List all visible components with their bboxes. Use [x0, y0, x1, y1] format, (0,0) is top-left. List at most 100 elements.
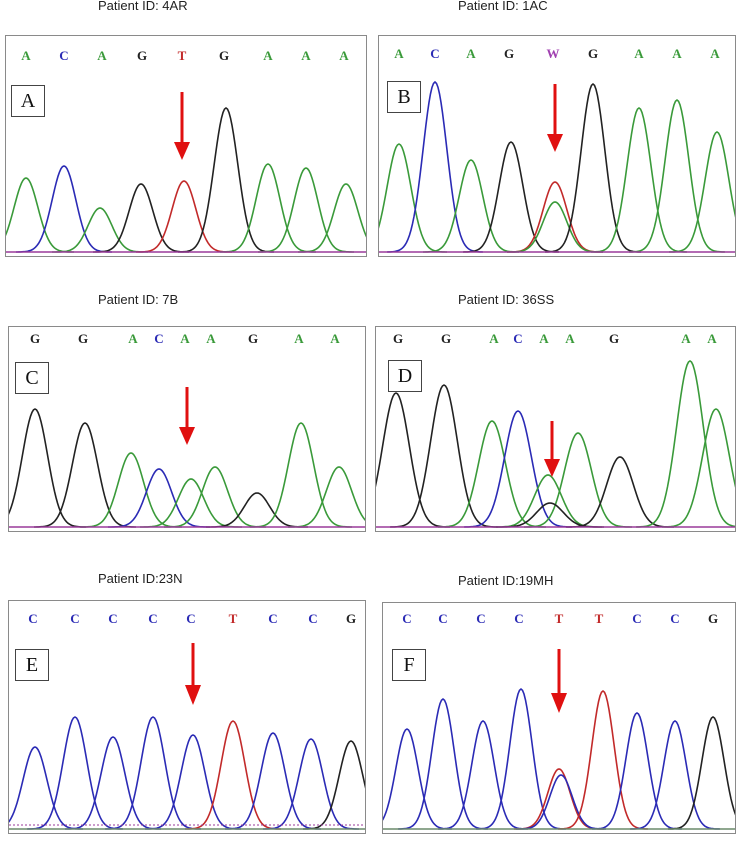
trace-peak	[258, 167, 354, 253]
trace-peak	[303, 740, 365, 830]
chromatogram-panel-d: G G A C A A G A A D	[375, 326, 736, 532]
trace-peak	[566, 456, 674, 528]
trace-peak	[104, 716, 202, 830]
chromatogram-c: G G A C A A G A A	[9, 331, 365, 528]
trace-peak	[9, 408, 87, 528]
trace-peak	[661, 408, 735, 528]
trace-peak	[524, 432, 632, 528]
trace-peak	[145, 734, 241, 830]
trace-peak	[379, 143, 447, 253]
panel-label-d: D	[388, 360, 422, 392]
base-call: A	[97, 48, 107, 63]
patient-id-d: Patient ID: 36SS	[458, 292, 555, 307]
base-calls: C C C C T T C C G	[402, 611, 718, 626]
trace-peak	[185, 720, 281, 830]
base-call: G	[248, 331, 258, 346]
trace-peak	[52, 207, 148, 253]
base-call: C	[70, 611, 79, 626]
patient-id-c: Patient ID: 7B	[98, 292, 179, 307]
trace-peak	[667, 716, 735, 830]
base-call: A	[681, 331, 691, 346]
chromatogram-f: C C C C T T C C G	[383, 611, 735, 830]
panel-label-f: F	[392, 649, 426, 681]
trace-peak	[26, 716, 124, 830]
base-call: G	[441, 331, 451, 346]
trace-peak	[557, 689, 649, 830]
base-call: W	[547, 46, 560, 61]
base-call: C	[514, 611, 523, 626]
patient-id-a: Patient ID: 4AR	[98, 0, 188, 13]
base-call: A	[294, 331, 304, 346]
trace-peak	[93, 183, 189, 253]
base-call: A	[206, 331, 216, 346]
base-call: T	[178, 48, 187, 63]
base-call: A	[710, 46, 720, 61]
base-calls: A C A G W G A A A	[394, 46, 720, 61]
base-call: A	[330, 331, 340, 346]
panel-label-b: B	[387, 81, 421, 113]
trace-peaks	[9, 716, 365, 830]
base-call: A	[263, 48, 273, 63]
base-call: C	[186, 611, 195, 626]
red-arrow-icon	[174, 92, 190, 160]
chromatogram-e: C C C C C T C C G	[9, 611, 365, 830]
base-call: G	[346, 611, 356, 626]
panel-label-a: A	[11, 85, 45, 117]
trace-peak	[628, 98, 726, 253]
trace-peak	[65, 736, 161, 830]
base-call: C	[402, 611, 411, 626]
trace-peak	[177, 107, 275, 253]
trace-peak	[386, 80, 484, 253]
base-call: G	[588, 46, 598, 61]
trace-peak	[507, 181, 603, 253]
base-call: C	[632, 611, 641, 626]
chromatogram-panel-c: G G A C A A G A A C	[8, 326, 366, 532]
chromatogram-panel-a: A C A G T G A A A A	[5, 35, 367, 257]
base-call: A	[128, 331, 138, 346]
trace-peak	[635, 360, 735, 528]
trace-peaks	[6, 107, 366, 253]
red-arrow-icon	[547, 84, 563, 152]
base-call: A	[672, 46, 682, 61]
red-arrow-icon	[185, 643, 201, 705]
base-calls: G G A C A A G A A	[393, 331, 717, 346]
base-call: C	[148, 611, 157, 626]
base-call: T	[229, 611, 238, 626]
trace-peak	[206, 492, 308, 528]
base-call: C	[28, 611, 37, 626]
base-call: A	[707, 331, 717, 346]
base-call: C	[308, 611, 317, 626]
trace-peak	[591, 712, 683, 830]
base-call: A	[21, 48, 31, 63]
trace-peak	[220, 163, 316, 253]
trace-peak	[288, 466, 365, 528]
base-call: C	[59, 48, 68, 63]
trace-peak	[108, 468, 210, 528]
trace-peak	[507, 201, 603, 253]
base-call: C	[670, 611, 679, 626]
trace-peak	[462, 141, 560, 253]
red-arrow-icon	[179, 387, 195, 445]
base-calls: C C C C C T C C G	[28, 611, 356, 626]
base-call: C	[430, 46, 439, 61]
base-call: A	[565, 331, 575, 346]
trace-peak	[423, 159, 519, 253]
base-call: A	[634, 46, 644, 61]
base-call: G	[219, 48, 229, 63]
red-arrow-icon	[544, 421, 560, 477]
trace-peak	[80, 452, 182, 528]
chromatogram-panel-f: C C C C T T C C G F	[382, 602, 736, 834]
trace-peak	[389, 384, 499, 528]
trace-peak	[590, 107, 688, 253]
chromatogram-d: G G A C A A G A A	[376, 331, 735, 528]
trace-peak	[263, 738, 359, 830]
trace-peak	[438, 420, 546, 528]
chromatogram-panel-b: A C A G W G A A A B	[378, 35, 736, 257]
patient-id-f: Patient ID:19MH	[458, 573, 554, 588]
trace-peak	[516, 774, 606, 830]
trace-peak	[225, 732, 321, 830]
base-call: G	[504, 46, 514, 61]
trace-peak	[629, 720, 721, 830]
base-call: C	[476, 611, 485, 626]
trace-peak	[514, 768, 604, 830]
